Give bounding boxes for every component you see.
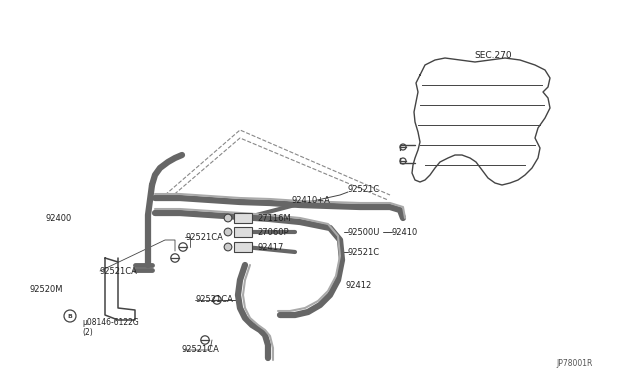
Text: 92410: 92410 (392, 228, 419, 237)
Text: 27060P: 27060P (257, 228, 289, 237)
Text: 92410+A: 92410+A (292, 196, 331, 205)
Text: 92521C: 92521C (348, 185, 380, 193)
Text: 27116M: 27116M (257, 214, 291, 222)
Text: 92500U: 92500U (348, 228, 380, 237)
Text: 92521CA: 92521CA (185, 232, 223, 241)
Text: 92400: 92400 (45, 214, 71, 222)
Text: 92417: 92417 (257, 243, 284, 251)
Circle shape (224, 214, 232, 222)
Text: 92521CA: 92521CA (182, 346, 220, 355)
Circle shape (224, 228, 232, 236)
Circle shape (224, 243, 232, 251)
Text: 92412: 92412 (345, 280, 371, 289)
Text: 92521C: 92521C (348, 247, 380, 257)
Text: SEC.270: SEC.270 (474, 51, 511, 60)
Text: 92520M: 92520M (30, 285, 63, 295)
FancyBboxPatch shape (234, 213, 252, 223)
Text: 92521CA: 92521CA (100, 266, 138, 276)
Text: JP78001R: JP78001R (556, 359, 593, 368)
Text: B: B (68, 314, 72, 318)
FancyBboxPatch shape (234, 242, 252, 252)
Text: µ08146-6122G
(2): µ08146-6122G (2) (82, 318, 139, 337)
FancyBboxPatch shape (234, 227, 252, 237)
Text: 92521CA: 92521CA (195, 295, 233, 305)
